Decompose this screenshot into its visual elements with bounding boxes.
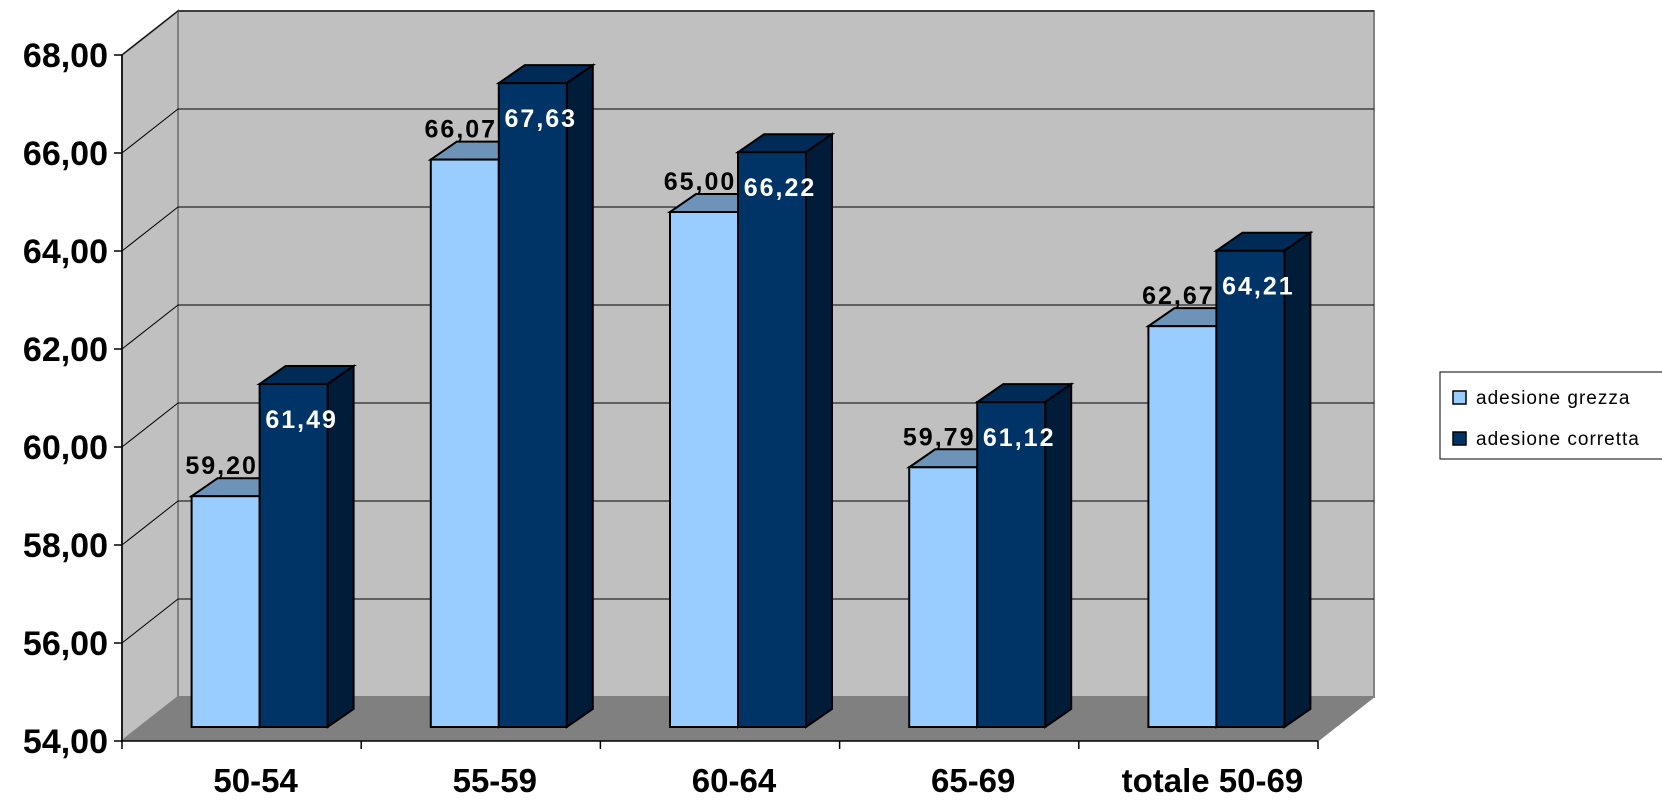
y-axis: 54,00 56,00 58,00 60,00 62,00 64,00 66,00 68,00 [23,37,123,761]
bars [188,63,1314,729]
legend-label-corretta: adesione corretta [1476,429,1640,450]
bar-front-face [1215,249,1286,729]
bar-front-face [258,382,329,728]
data-label-corretta: 64,21 [1222,273,1295,301]
gridline-side [121,598,179,644]
legend-box [1439,371,1662,460]
y-tick-label: 60,00 [23,429,108,467]
bar-front-face [1147,325,1218,728]
bar-corretta [495,63,597,729]
bar-corretta [1213,230,1314,729]
bar-front-face [976,401,1047,728]
y-tick-label: 58,00 [23,527,108,565]
y-tick-label: 56,00 [23,625,108,663]
side-wall [121,8,179,744]
y-tick-label: 66,00 [23,135,108,173]
bar-corretta [734,132,836,729]
data-label-grezza: 65,00 [664,168,737,196]
bar-front-face [429,158,500,728]
bar-corretta [973,382,1075,729]
x-tick-label: 65-69 [931,762,1015,799]
y-tick-label: 54,00 [23,723,108,761]
bar-front-face [497,82,568,728]
gridline-side [121,304,179,350]
gridline-side [121,206,179,252]
data-label-grezza: 66,07 [425,116,498,144]
legend-label-grezza: adesione grezza [1476,388,1630,409]
data-label-grezza: 62,67 [1142,282,1215,310]
bar-front-face [190,495,261,729]
bar-side-face [1283,230,1312,729]
gridline-side [121,10,179,56]
data-label-corretta: 67,63 [505,105,578,133]
bar-corretta [256,364,357,729]
legend-swatch-corretta [1452,431,1467,446]
data-label-corretta: 61,49 [265,406,338,434]
x-tick-label: 55-59 [453,762,537,799]
bar-front-face [737,151,807,729]
y-tick-label: 64,00 [23,233,108,271]
bar-side-face [805,132,833,729]
x-tick-label: 60-64 [692,762,777,799]
legend-swatch-grezza [1452,390,1467,405]
gridline-side [121,402,179,448]
data-label-grezza: 59,79 [903,423,976,451]
x-tick-label: 50-54 [213,762,298,799]
gridline-side [121,108,179,154]
data-label-grezza: 59,20 [185,452,258,480]
data-label-corretta: 66,22 [744,174,817,202]
x-tick-label: totale 50-69 [1122,762,1304,799]
y-tick-label: 62,00 [23,331,108,369]
bar-front-face [908,466,979,728]
legend: adesione grezza adesione corretta [1439,371,1662,460]
data-label-corretta: 61,12 [983,424,1056,452]
x-axis: 50-54 55-59 60-64 65-69 totale 50-69 [121,740,1319,799]
y-tick-label: 68,00 [23,37,108,75]
gridline-side [121,500,179,546]
bar-side-face [565,63,594,729]
bar-front-face [669,211,739,728]
